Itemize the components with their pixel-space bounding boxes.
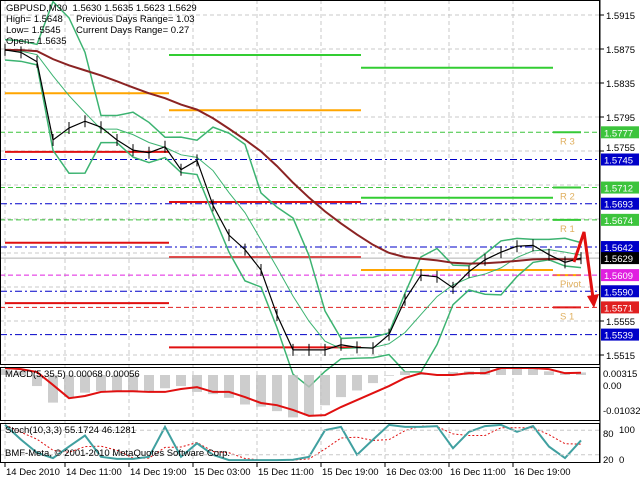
price-tag-label: 1.5777 <box>604 128 633 139</box>
x-tick-label: 15 Dec 11:00 <box>258 467 314 478</box>
x-tick-label: 15 Dec 19:00 <box>322 467 379 478</box>
price-tag-label: 1.5693 <box>604 200 633 211</box>
x-tick-label: 16 Dec 19:00 <box>514 467 571 478</box>
price-tag-label: 1.5539 <box>604 331 633 342</box>
macd-signal-line <box>4 367 582 417</box>
level-label: S 1 <box>560 311 574 322</box>
price-level-lines <box>0 131 600 336</box>
price-tag-label: 1.5629 <box>604 254 633 265</box>
y-tick-label: 1.5835 <box>606 79 635 90</box>
macd-axis-label: -0.01032 <box>603 406 640 417</box>
time-axis[interactable]: 14 Dec 2010 14 Dec 11:00 14 Dec 19:00 15 De… <box>4 463 571 478</box>
price-tag <box>601 213 639 226</box>
bollinger-bands <box>4 0 582 388</box>
price-tag <box>601 153 639 166</box>
x-tick-label: 16 Dec 03:00 <box>386 467 443 478</box>
price-tag <box>601 197 639 210</box>
day-high: High= 1.5648 <box>6 14 63 25</box>
price-tag <box>601 301 639 314</box>
stoch-axis-label: 100 <box>619 425 635 436</box>
price-tag-label: 1.5642 <box>604 243 633 254</box>
price-tag <box>601 269 639 282</box>
stoch-main-line <box>4 423 582 462</box>
price-tag <box>601 181 639 194</box>
price-tag-label: 1.5609 <box>604 271 633 282</box>
stochastic-panel <box>0 423 600 462</box>
price-tag <box>601 252 639 265</box>
symbol-ohlc: GBPUSD,M30 1.5630 1.5635 1.5623 1.5629 <box>6 3 197 14</box>
x-tick-label: 14 Dec 19:00 <box>130 467 187 478</box>
stoch-axis-label: 80 <box>603 429 614 440</box>
x-tick-label: 14 Dec 2010 <box>6 467 60 478</box>
band-upper <box>4 0 582 340</box>
price-tag-label: 1.5745 <box>604 156 633 167</box>
day-open: Open= 1.5635 <box>6 36 67 47</box>
price-tag-label: 1.5674 <box>604 216 633 227</box>
level-label: Pivot <box>560 279 581 290</box>
band-lower <box>4 59 582 388</box>
day-low: Low= 1.5545 <box>6 25 61 36</box>
stoch-title: Stoch(10,3,3) 55.1724 46.1281 <box>5 425 136 436</box>
stoch-axis-label: 0 <box>619 455 624 466</box>
price-tag-label: 1.5712 <box>604 184 633 195</box>
copyright: BMF-Meta, © 2001-2010 MetaQuotes Softwar… <box>5 448 231 459</box>
y-tick-label: 1.5755 <box>606 143 635 154</box>
macd-title: MACD(5,35,5) 0.00068 0.00056 <box>5 369 140 380</box>
price-series <box>4 43 582 356</box>
price-tag <box>601 126 639 139</box>
macd-axis-label: 0.00 <box>603 381 622 392</box>
price-tag <box>601 241 639 254</box>
level-label: R 2 <box>560 192 575 203</box>
y-tick-label: 1.5915 <box>606 11 635 22</box>
price-tag <box>601 285 639 298</box>
price-line <box>4 49 582 351</box>
x-tick-label: 16 Dec 11:00 <box>450 467 506 478</box>
y-tick-label: 1.5875 <box>606 45 635 56</box>
price-tag-label: 1.5590 <box>604 287 633 298</box>
axes <box>0 0 600 463</box>
stoch-axis-label: 20 <box>603 455 614 466</box>
y-tick-label: 1.5555 <box>606 317 635 328</box>
price-tag <box>601 328 639 341</box>
macd-axis-label: 0.00315 <box>603 369 637 380</box>
level-labels: R 3 R 2 R 1 Pivot S 1 <box>560 136 581 322</box>
x-tick-label: 15 Dec 03:00 <box>194 467 251 478</box>
level-label: R 3 <box>560 136 575 147</box>
level-label: R 1 <box>560 224 575 235</box>
moving-average <box>4 48 582 265</box>
y-tick-label: 1.5795 <box>606 113 635 124</box>
price-tag-label: 1.5571 <box>604 303 633 314</box>
x-tick-label: 14 Dec 11:00 <box>66 467 122 478</box>
y-tick-label: 1.5515 <box>606 351 635 362</box>
macd-panel <box>0 366 586 418</box>
previous-days-range: Previous Days Range= 1.03 <box>76 14 195 25</box>
current-days-range: Current Days Range= 0.27 <box>76 25 190 36</box>
price-axis[interactable]: 1.57771.57451.57121.56931.56741.56421.56… <box>599 0 640 466</box>
daily-pivot-levels <box>5 53 581 349</box>
forecast-arrow-icon <box>572 231 599 308</box>
